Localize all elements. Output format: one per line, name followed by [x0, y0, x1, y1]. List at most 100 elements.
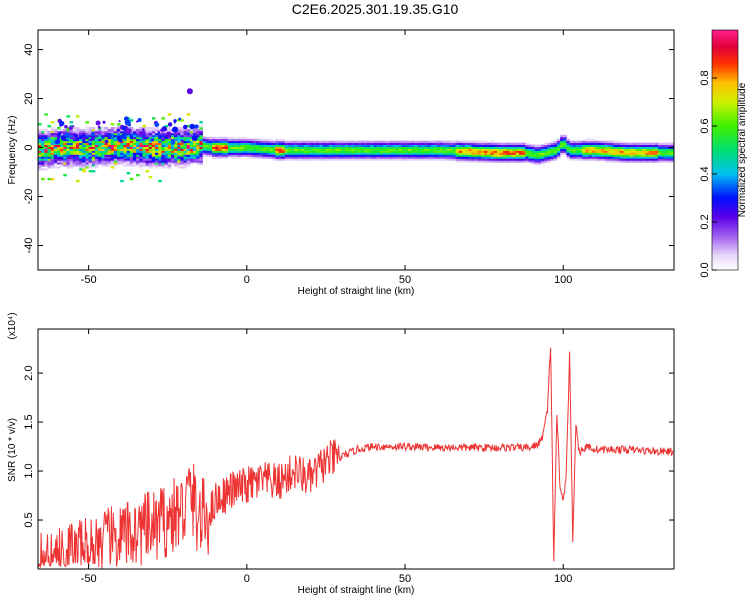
spectrogram-cell [63, 144, 67, 147]
spectrogram-cell [623, 142, 627, 146]
spectrogram-cell [246, 144, 251, 147]
spectrogram-cell [262, 156, 267, 159]
spectrogram-cell [75, 132, 80, 136]
spectrogram-y-tick-label: 40 [23, 43, 35, 55]
spectrogram-cell [613, 156, 618, 159]
spectrogram-x-tick-label: 100 [554, 274, 572, 286]
spectrogram-cell [620, 160, 624, 163]
spectrogram-cell [636, 156, 640, 159]
spectrogram-cells [38, 88, 674, 183]
spectrogram-cell [155, 132, 159, 136]
spectrogram-cell [306, 152, 311, 155]
spectrogram-cell [617, 154, 621, 157]
spectrogram-cell [72, 126, 77, 130]
spectrogram-cell [50, 166, 55, 169]
spectrogram-outlier [189, 123, 195, 130]
spectrogram-cell [313, 154, 317, 157]
spectrogram-cell [670, 158, 674, 161]
spectrogram-cell [110, 154, 115, 157]
spectrogram-cell [452, 156, 457, 159]
spectrogram-cell [91, 170, 96, 173]
spectrogram-cell [651, 144, 656, 147]
spectrogram-cell [550, 140, 555, 144]
spectrogram-cell [613, 150, 618, 153]
spectrogram-cell [389, 144, 393, 147]
spectrogram-cell [199, 162, 203, 165]
spectrogram-cell [531, 154, 536, 157]
spectrogram-cell [363, 158, 368, 161]
spectrogram-cell [306, 140, 311, 144]
spectrogram-cell [275, 144, 279, 147]
spectrogram-cell [38, 130, 42, 134]
spectrogram-cell [655, 146, 659, 149]
spectrogram-cell [240, 150, 245, 153]
spectrogram-cell [392, 146, 396, 149]
spectrogram-cell [525, 144, 529, 147]
spectrogram-cell [424, 140, 428, 144]
spectrogram-cell [189, 154, 194, 157]
spectrogram-cell [202, 138, 207, 142]
spectrogram-cell [158, 162, 162, 165]
spectrogram-cell [98, 154, 102, 157]
spectrogram-cell [373, 140, 377, 144]
spectrogram-cell [670, 152, 674, 155]
spectrogram-cell [287, 146, 292, 149]
spectrogram-cell [360, 158, 365, 161]
spectrogram-cell [664, 148, 669, 151]
spectrogram-cell [512, 146, 517, 149]
spectrogram-cell [658, 154, 662, 157]
spectrogram-cell [284, 144, 289, 147]
spectrogram-cell [208, 138, 213, 142]
spectrogram-cell [598, 156, 602, 159]
spectrogram-cell [170, 162, 175, 165]
spectrogram-cell [38, 150, 42, 153]
spectrogram-cell [316, 140, 321, 144]
spectrogram-cell [47, 148, 52, 151]
spectrogram-cell [398, 154, 403, 157]
spectrogram-cell [284, 152, 289, 155]
spectrogram-cell [186, 136, 191, 140]
spectrogram-cell [158, 158, 162, 161]
spectrogram-cell [629, 152, 634, 155]
spectrogram-cell [231, 152, 235, 155]
spectrogram-cell [670, 150, 674, 153]
spectrogram-cell [250, 140, 254, 144]
spectrogram-cell [104, 160, 109, 163]
spectrogram-cell [522, 158, 526, 161]
spectrogram-cell [367, 158, 371, 161]
spectrogram-cell [303, 152, 308, 155]
spectrogram-cell [566, 156, 570, 159]
spectrogram-cell [151, 158, 156, 161]
spectrogram-cell [392, 142, 396, 146]
spectrogram-cell [303, 154, 308, 157]
spectrogram-cell [281, 154, 286, 157]
spectrogram-cell [91, 162, 96, 165]
spectrogram-cell [411, 146, 415, 149]
spectrogram-cell [240, 142, 245, 146]
spectrogram-cell [180, 162, 184, 165]
spectrogram-cell [268, 140, 273, 144]
spectrogram-cell [480, 152, 485, 155]
spectrogram-cell [167, 162, 172, 165]
spectrogram-cell [126, 126, 131, 130]
spectrogram-cell [196, 152, 200, 155]
spectrogram-outlier [68, 126, 73, 131]
spectrogram-cell [129, 144, 134, 147]
spectrogram-cell [155, 128, 159, 132]
spectrogram-cell [104, 148, 109, 151]
spectrogram-cell [449, 154, 453, 157]
spectrogram-cell [458, 156, 463, 159]
spectrogram-cell [430, 158, 434, 161]
spectrogram-cell [126, 136, 131, 140]
spectrogram-cell [367, 148, 371, 151]
spectrogram-cell [528, 154, 533, 157]
spectrogram-cell [129, 136, 134, 140]
spectrogram-cell [183, 128, 188, 132]
spectrogram-cell [417, 148, 422, 151]
spectrogram-cell [389, 152, 393, 155]
spectrogram-cell [493, 152, 498, 155]
spectrogram-cell [72, 130, 77, 134]
spectrogram-cell [151, 140, 156, 144]
spectrogram-cell [227, 146, 232, 149]
spectrogram-cell [623, 160, 627, 163]
